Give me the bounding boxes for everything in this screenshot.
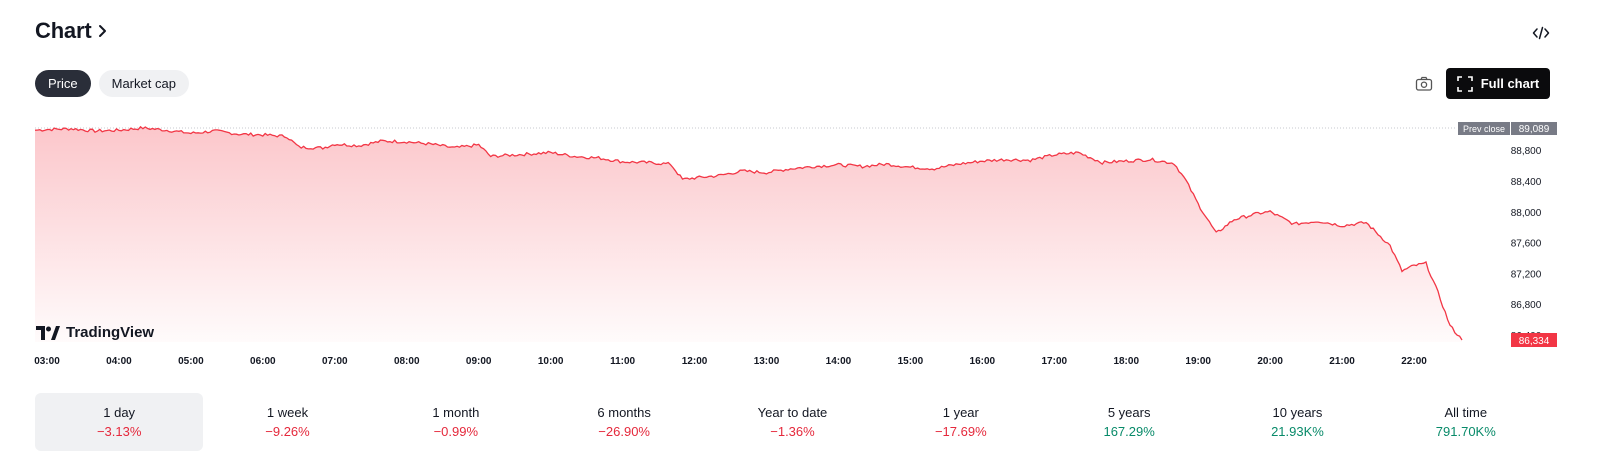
x-tick-label: 11:00 bbox=[610, 356, 635, 367]
embed-code-button[interactable] bbox=[1530, 22, 1552, 44]
y-tick-label: 88,800 bbox=[1511, 146, 1542, 157]
x-tick-label: 09:00 bbox=[466, 356, 492, 367]
last-price-badge: 86,334 bbox=[1511, 333, 1557, 347]
period-label: 1 day bbox=[103, 405, 136, 420]
prev-close-badge: Prev close 89,089 bbox=[1458, 122, 1557, 135]
period-label: 1 week bbox=[266, 405, 309, 420]
period-change: 167.29% bbox=[1103, 424, 1155, 439]
tradingview-logo-text: TradingView bbox=[66, 324, 155, 341]
period-label: All time bbox=[1444, 405, 1488, 420]
full-chart-button[interactable]: Full chart bbox=[1446, 68, 1550, 99]
x-tick-label: 20:00 bbox=[1257, 356, 1283, 367]
x-tick-label: 10:00 bbox=[538, 356, 564, 367]
period-10-years[interactable]: 10 years 21.93K% bbox=[1213, 393, 1381, 451]
tab-market-cap-label: Market cap bbox=[111, 76, 176, 91]
tab-price[interactable]: Price bbox=[35, 70, 91, 97]
x-tick-label: 18:00 bbox=[1113, 356, 1139, 367]
x-tick-label: 07:00 bbox=[322, 356, 348, 367]
period-change: −0.99% bbox=[433, 424, 479, 439]
x-tick-label: 22:00 bbox=[1401, 356, 1427, 367]
x-tick-label: 05:00 bbox=[178, 356, 204, 367]
period-label: 5 years bbox=[1107, 405, 1151, 420]
fullscreen-icon bbox=[1456, 75, 1473, 92]
x-tick-label: 15:00 bbox=[898, 356, 924, 367]
price-line bbox=[34, 125, 1463, 341]
y-tick-label: 87,200 bbox=[1511, 269, 1542, 280]
prev-close-value: 89,089 bbox=[1519, 124, 1550, 135]
chart-header-link[interactable]: Chart bbox=[35, 18, 111, 44]
x-tick-label: 14:00 bbox=[826, 356, 852, 367]
period-selector: 1 day −3.13% 1 week −9.26% 1 month −0.99… bbox=[35, 393, 1550, 451]
period-change: 791.70K% bbox=[1435, 424, 1496, 439]
y-tick-label: 87,600 bbox=[1511, 239, 1542, 250]
chevron-right-icon bbox=[99, 25, 107, 37]
x-tick-label: 08:00 bbox=[394, 356, 420, 367]
period-5-years[interactable]: 5 years 167.29% bbox=[1045, 393, 1213, 451]
page-title: Chart bbox=[35, 18, 92, 43]
period-label: 1 month bbox=[432, 405, 480, 420]
camera-icon bbox=[1415, 76, 1433, 91]
y-tick-label: 86,800 bbox=[1511, 300, 1542, 311]
tradingview-logo: TradingView bbox=[36, 324, 154, 341]
period-change: −3.13% bbox=[96, 424, 142, 439]
period-1-day[interactable]: 1 day −3.13% bbox=[35, 393, 204, 451]
snapshot-button[interactable] bbox=[1410, 70, 1438, 98]
period-label: 6 months bbox=[597, 405, 651, 420]
last-price-value: 86,334 bbox=[1519, 336, 1550, 347]
full-chart-label: Full chart bbox=[1480, 76, 1540, 91]
period-year-to-date[interactable]: Year to date −1.36% bbox=[708, 393, 876, 451]
prev-close-label: Prev close bbox=[1463, 124, 1505, 134]
x-tick-label: 21:00 bbox=[1329, 356, 1355, 367]
period-6-months[interactable]: 6 months −26.90% bbox=[540, 393, 708, 451]
y-tick-label: 88,400 bbox=[1511, 177, 1542, 188]
y-axis: 88,80088,40088,00087,60087,20086,80086,4… bbox=[1511, 146, 1542, 342]
period-1-week[interactable]: 1 week −9.26% bbox=[203, 393, 371, 451]
x-tick-label: 06:00 bbox=[250, 356, 276, 367]
period-change: −26.90% bbox=[598, 424, 650, 439]
period-1-year[interactable]: 1 year −17.69% bbox=[877, 393, 1045, 451]
period-label: Year to date bbox=[757, 405, 828, 420]
x-axis: 03:00 04:00 05:00 06:00 07:00 08:00 09:00 10:00… bbox=[34, 356, 1427, 367]
period-label: 1 year bbox=[942, 405, 979, 420]
x-tick-label: 12:00 bbox=[682, 356, 708, 367]
period-1-month[interactable]: 1 month −0.99% bbox=[372, 393, 540, 451]
tab-market-cap[interactable]: Market cap bbox=[98, 70, 189, 97]
x-tick-label: 13:00 bbox=[754, 356, 780, 367]
period-change: −9.26% bbox=[265, 424, 310, 439]
price-area-fill bbox=[35, 126, 1462, 342]
x-tick-label: 04:00 bbox=[106, 356, 132, 367]
period-change: 21.93K% bbox=[1271, 424, 1324, 439]
chart-type-tabs: Price Market cap bbox=[35, 70, 189, 97]
x-tick-label: 03:00 bbox=[34, 356, 60, 367]
period-all-time[interactable]: All time 791.70K% bbox=[1382, 393, 1550, 451]
period-label: 10 years bbox=[1272, 405, 1323, 420]
y-tick-label: 88,000 bbox=[1511, 208, 1542, 219]
tab-price-label: Price bbox=[48, 76, 78, 91]
period-change: −17.69% bbox=[934, 424, 987, 439]
code-icon bbox=[1532, 26, 1550, 40]
price-chart[interactable]: 88,80088,40088,00087,60087,20086,80086,4… bbox=[0, 110, 1600, 375]
period-change: −1.36% bbox=[770, 424, 815, 439]
x-tick-label: 16:00 bbox=[970, 356, 996, 367]
x-tick-label: 17:00 bbox=[1041, 356, 1067, 367]
x-tick-label: 19:00 bbox=[1185, 356, 1211, 367]
tradingview-logo-icon bbox=[36, 325, 60, 340]
